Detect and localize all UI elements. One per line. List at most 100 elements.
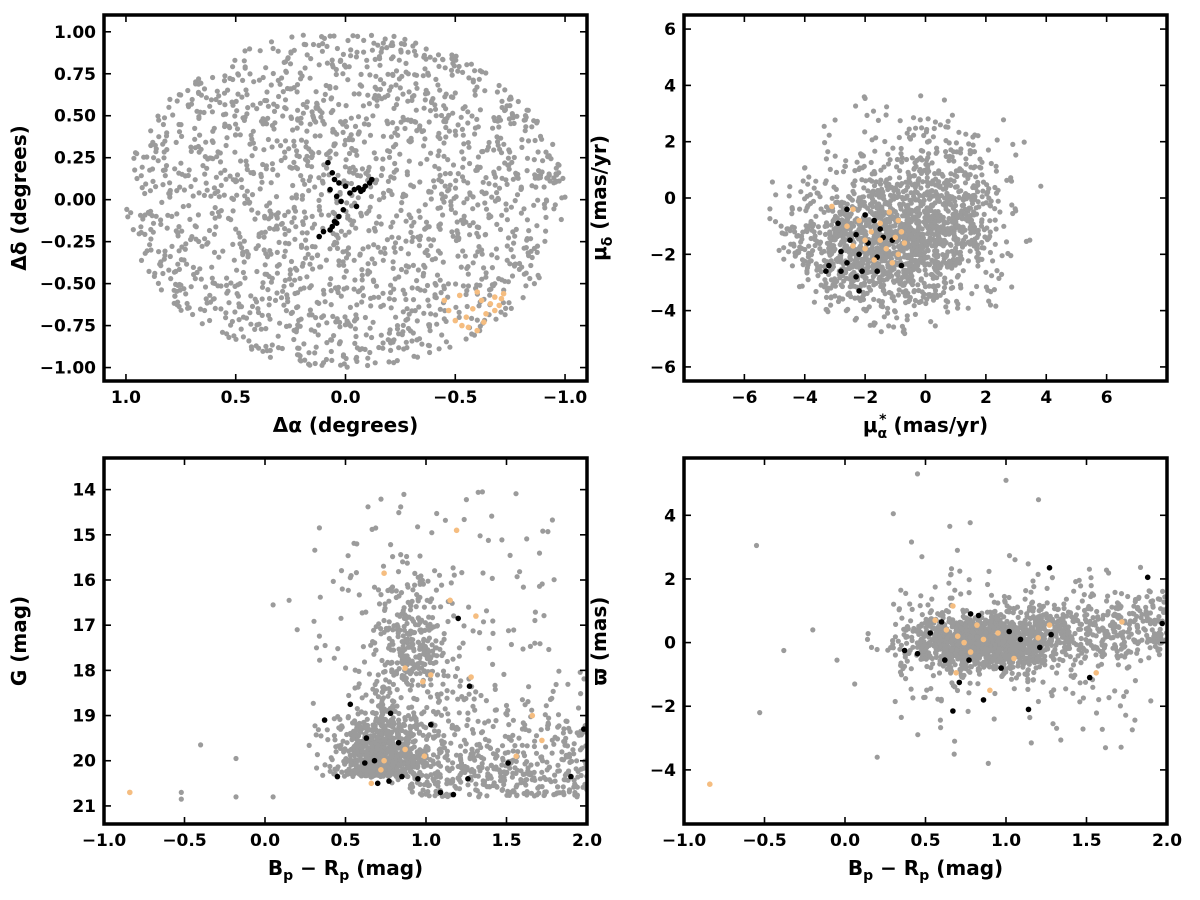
field-star-point bbox=[186, 203, 192, 209]
field-star-point bbox=[283, 308, 289, 314]
field-star-point bbox=[905, 217, 911, 223]
field-star-point bbox=[313, 344, 319, 350]
field-star-point bbox=[850, 181, 856, 187]
field-star-point bbox=[1012, 206, 1018, 212]
field-star-point bbox=[381, 81, 387, 87]
field-star-point bbox=[388, 305, 394, 311]
field-star-point bbox=[393, 314, 399, 320]
field-star-point bbox=[1008, 175, 1014, 181]
field-star-point bbox=[943, 138, 949, 144]
field-star-point bbox=[293, 329, 299, 335]
field-star-point bbox=[907, 136, 914, 142]
field-star-point bbox=[935, 170, 942, 176]
field-star-point bbox=[922, 284, 929, 290]
field-star-point bbox=[453, 281, 459, 287]
field-star-point bbox=[876, 261, 882, 267]
field-star-point bbox=[524, 536, 530, 542]
field-star-point bbox=[267, 347, 273, 353]
field-star-point bbox=[556, 170, 562, 176]
field-star-point bbox=[867, 322, 873, 328]
field-star-point bbox=[426, 224, 432, 230]
field-star-point bbox=[246, 338, 252, 344]
field-star-point bbox=[211, 249, 218, 255]
field-star-point bbox=[414, 128, 420, 134]
field-star-point bbox=[389, 698, 396, 704]
field-star-point bbox=[830, 208, 836, 214]
field-star-point bbox=[830, 282, 836, 288]
field-star-point bbox=[314, 299, 320, 305]
field-star-point bbox=[910, 278, 916, 284]
field-star-point bbox=[225, 87, 231, 93]
field-star-point bbox=[525, 250, 531, 256]
field-star-point bbox=[436, 130, 442, 136]
field-star-point bbox=[161, 155, 167, 161]
field-star-point bbox=[426, 343, 432, 349]
field-star-point bbox=[296, 317, 302, 323]
field-star-point bbox=[810, 248, 816, 254]
field-star-point bbox=[943, 149, 949, 155]
group_black-point bbox=[844, 206, 850, 213]
field-star-point bbox=[385, 178, 391, 184]
field-star-point bbox=[228, 322, 234, 328]
field-star-point bbox=[443, 91, 449, 97]
field-star-point bbox=[878, 177, 884, 183]
field-star-point bbox=[987, 302, 994, 308]
field-star-point bbox=[282, 155, 288, 161]
field-star-point bbox=[811, 185, 817, 191]
field-star-point bbox=[335, 646, 341, 652]
field-star-point bbox=[252, 296, 258, 302]
field-star-point bbox=[336, 258, 342, 264]
field-star-point bbox=[252, 326, 258, 332]
field-star-point bbox=[316, 149, 322, 156]
field-star-point bbox=[494, 139, 501, 145]
field-star-point bbox=[901, 223, 907, 230]
field-star-point bbox=[484, 743, 490, 749]
field-star-point bbox=[1001, 223, 1007, 229]
y-tick-label: 1.00 bbox=[54, 23, 96, 43]
field-star-point bbox=[421, 638, 427, 644]
field-star-point bbox=[526, 684, 532, 690]
field-star-point bbox=[822, 277, 828, 283]
field-star-point bbox=[508, 121, 514, 127]
field-star-point bbox=[346, 229, 352, 235]
field-star-point bbox=[343, 103, 349, 109]
field-star-point bbox=[289, 219, 295, 225]
field-star-point bbox=[562, 777, 569, 783]
field-star-point bbox=[420, 73, 426, 79]
field-star-point bbox=[531, 157, 537, 163]
field-star-point bbox=[456, 63, 462, 70]
field-star-point bbox=[350, 33, 356, 39]
field-star-point bbox=[153, 184, 159, 190]
field-star-point bbox=[814, 190, 820, 196]
field-star-point bbox=[954, 274, 961, 280]
field-star-point bbox=[309, 213, 315, 219]
field-star-point bbox=[491, 147, 497, 153]
field-star-point bbox=[427, 694, 434, 700]
field-star-point bbox=[463, 336, 469, 342]
field-star-point bbox=[372, 260, 378, 267]
field-star-point bbox=[347, 217, 353, 223]
field-star-point bbox=[366, 164, 372, 170]
field-star-point bbox=[992, 217, 998, 223]
field-star-point bbox=[164, 225, 170, 231]
field-star-point bbox=[508, 204, 514, 210]
field-star-point bbox=[410, 234, 416, 240]
field-star-point bbox=[433, 638, 439, 644]
field-star-point bbox=[377, 77, 384, 83]
field-star-point bbox=[188, 148, 194, 154]
field-star-point bbox=[361, 49, 367, 55]
field-star-point bbox=[177, 184, 183, 190]
y-tick-label: 2 bbox=[664, 133, 676, 153]
field-star-point bbox=[317, 133, 323, 139]
field-star-point bbox=[437, 221, 443, 227]
group_black-point bbox=[871, 217, 877, 224]
field-star-point bbox=[400, 287, 406, 293]
field-star-point bbox=[332, 239, 338, 245]
field-star-point bbox=[328, 337, 334, 343]
field-star-point bbox=[524, 743, 530, 749]
field-star-point bbox=[210, 139, 216, 145]
field-star-point bbox=[207, 103, 213, 109]
field-star-point bbox=[393, 68, 400, 74]
field-star-point bbox=[561, 726, 567, 732]
field-star-point bbox=[556, 178, 562, 184]
